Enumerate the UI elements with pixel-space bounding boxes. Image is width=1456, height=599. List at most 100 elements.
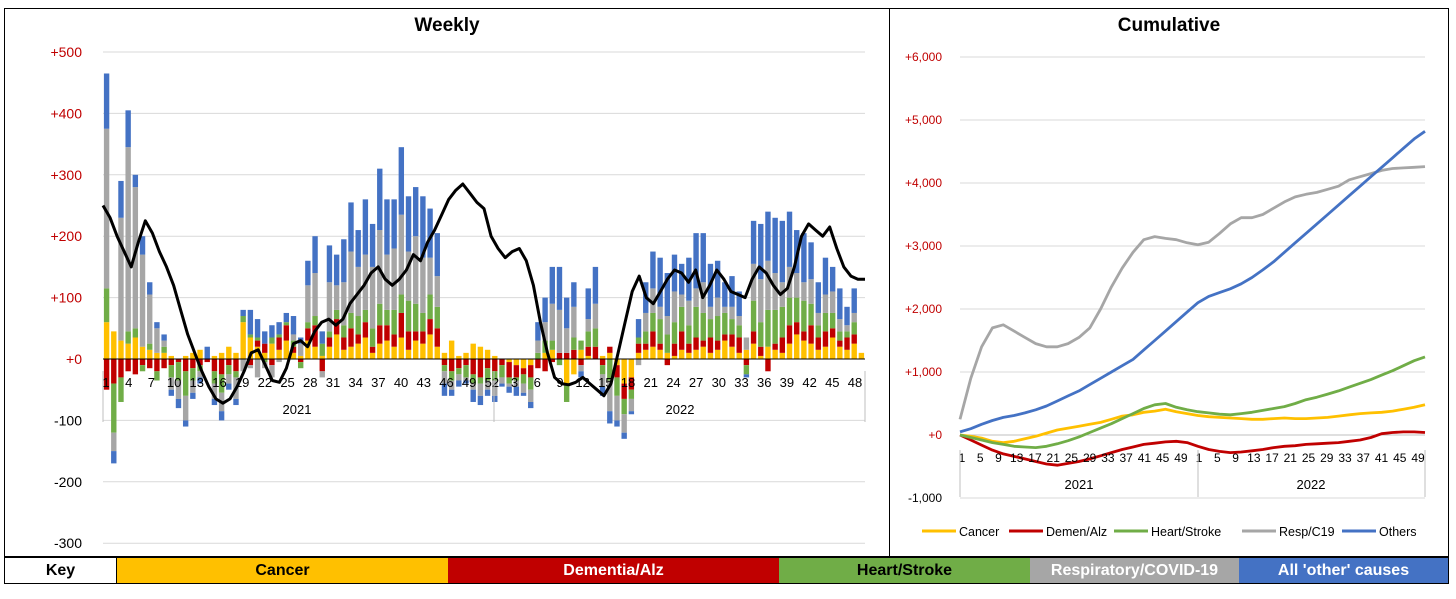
weekly-xtick-label: 13 bbox=[190, 375, 204, 390]
weekly-bar-other bbox=[671, 254, 678, 292]
weekly-bar-dementia bbox=[815, 337, 821, 350]
cumulative-xtick-label: 37 bbox=[1357, 451, 1371, 465]
weekly-bar-cancer bbox=[118, 340, 124, 359]
weekly-bar-cancer bbox=[463, 352, 469, 359]
weekly-bar-heart bbox=[154, 371, 160, 381]
weekly-bar-resp bbox=[312, 273, 318, 317]
weekly-bar-heart bbox=[520, 374, 527, 384]
weekly-ytick-label: +300 bbox=[50, 167, 82, 183]
weekly-bar-dementia bbox=[765, 359, 771, 372]
weekly-bar-other bbox=[240, 309, 246, 317]
cumulative-ytick-label: +4,000 bbox=[905, 176, 942, 190]
weekly-bar-dementia bbox=[693, 337, 699, 350]
cumulative-xtick-label: 41 bbox=[1375, 451, 1389, 465]
weekly-bar-cancer bbox=[585, 355, 591, 359]
weekly-bar-other bbox=[427, 208, 433, 258]
weekly-bar-cancer bbox=[858, 352, 865, 359]
weekly-bar-dementia bbox=[499, 359, 505, 366]
weekly-bar-cancer bbox=[456, 355, 462, 359]
weekly-xtick-label: 31 bbox=[326, 375, 340, 390]
weekly-bar-other bbox=[355, 230, 361, 267]
weekly-bar-dementia bbox=[348, 328, 354, 347]
weekly-bar-dementia bbox=[621, 383, 627, 399]
weekly-xtick-label: 7 bbox=[148, 375, 155, 390]
weekly-bar-heart bbox=[103, 288, 110, 323]
weekly-bar-heart bbox=[528, 377, 534, 390]
weekly-bar-dementia bbox=[434, 328, 440, 347]
weekly-bar-heart bbox=[614, 377, 620, 396]
cumulative-xtick-label: 1 bbox=[959, 451, 966, 465]
weekly-bar-dementia bbox=[290, 346, 297, 353]
weekly-xtick-label: 40 bbox=[394, 375, 408, 390]
weekly-bar-cancer bbox=[168, 355, 174, 359]
weekly-bar-resp bbox=[348, 251, 354, 313]
weekly-bar-dementia bbox=[262, 343, 268, 353]
weekly-bar-heart bbox=[492, 371, 498, 381]
weekly-bar-heart bbox=[765, 309, 771, 347]
weekly-bar-heart bbox=[111, 383, 117, 433]
weekly-bar-other bbox=[348, 202, 354, 252]
weekly-bar-other bbox=[621, 432, 627, 439]
weekly-bar-other bbox=[556, 266, 563, 310]
weekly-xtick-label: 9 bbox=[556, 375, 563, 390]
weekly-xtick-label: 33 bbox=[734, 375, 748, 390]
weekly-bar-cancer bbox=[635, 352, 642, 359]
weekly-bar-heart bbox=[779, 306, 786, 338]
weekly-bar-other bbox=[592, 266, 599, 304]
weekly-bar-other bbox=[132, 174, 139, 188]
weekly-bar-dementia bbox=[391, 334, 397, 347]
weekly-bar-dementia bbox=[801, 331, 807, 341]
weekly-bar-dementia bbox=[355, 334, 361, 344]
weekly-bar-resp bbox=[111, 432, 117, 452]
weekly-bar-dementia bbox=[535, 359, 541, 369]
weekly-bar-resp bbox=[671, 291, 678, 323]
weekly-bar-cancer bbox=[736, 352, 742, 359]
weekly-bar-dementia bbox=[269, 359, 275, 366]
weekly-bar-other bbox=[182, 420, 189, 427]
weekly-xtick-label: 49 bbox=[462, 375, 476, 390]
key-heart-stroke: Heart/Stroke bbox=[779, 558, 1030, 583]
cumulative-line-resp bbox=[958, 165, 1426, 420]
weekly-bar-dementia bbox=[743, 359, 750, 366]
weekly-bar-cancer bbox=[571, 359, 577, 375]
cumulative-xtick-label: 41 bbox=[1138, 451, 1152, 465]
weekly-bar-dementia bbox=[786, 325, 793, 344]
weekly-bar-other bbox=[175, 398, 182, 409]
weekly-bar-cancer bbox=[837, 346, 843, 359]
weekly-bar-resp bbox=[269, 365, 275, 378]
cumulative-xtick-label: 5 bbox=[1214, 451, 1221, 465]
weekly-bar-cancer bbox=[269, 343, 275, 359]
weekly-bar-other bbox=[571, 282, 577, 307]
weekly-bar-cancer bbox=[492, 355, 498, 359]
weekly-bar-other bbox=[837, 288, 843, 320]
weekly-bar-dementia bbox=[829, 328, 836, 338]
weekly-bar-other bbox=[484, 389, 491, 396]
weekly-bar-other bbox=[779, 220, 786, 283]
weekly-bar-other bbox=[714, 260, 721, 298]
weekly-bar-other bbox=[319, 331, 325, 344]
weekly-bar-resp bbox=[125, 147, 131, 332]
weekly-bar-cancer bbox=[125, 343, 131, 359]
weekly-bar-cancer bbox=[305, 340, 311, 359]
cumulative-xtick-label: 49 bbox=[1411, 451, 1425, 465]
weekly-bar-dementia bbox=[628, 377, 635, 390]
weekly-bar-resp bbox=[118, 217, 124, 341]
weekly-bar-heart bbox=[139, 365, 146, 372]
weekly-bar-dementia bbox=[398, 312, 405, 338]
weekly-bar-other bbox=[844, 306, 850, 326]
weekly-bar-other bbox=[290, 316, 297, 335]
weekly-bar-heart bbox=[563, 383, 570, 402]
weekly-bar-resp bbox=[578, 365, 584, 372]
weekly-bar-heart bbox=[851, 322, 857, 335]
weekly-bar-dementia bbox=[657, 343, 663, 350]
weekly-bar-heart bbox=[822, 312, 829, 332]
weekly-bar-heart bbox=[592, 328, 599, 347]
weekly-bar-cancer bbox=[420, 343, 426, 359]
weekly-bar-dementia bbox=[161, 359, 167, 369]
weekly-xtick-label: 43 bbox=[417, 375, 431, 390]
weekly-bar-dementia bbox=[448, 359, 455, 372]
weekly-bar-dementia bbox=[794, 322, 800, 335]
weekly-bar-heart bbox=[808, 303, 814, 326]
weekly-bar-heart bbox=[233, 371, 239, 378]
weekly-bar-cancer bbox=[391, 346, 397, 359]
